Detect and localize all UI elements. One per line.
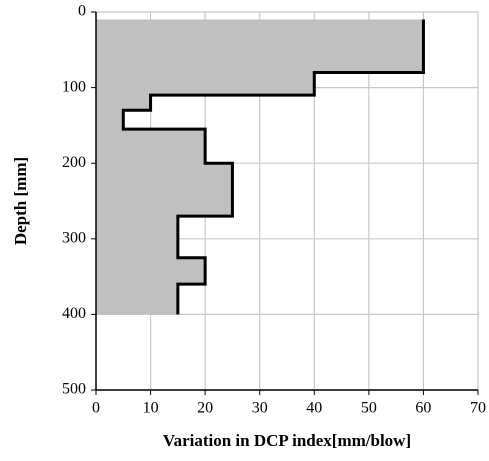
x-tick-label: 60 <box>415 400 431 417</box>
x-tick-label: 0 <box>92 400 100 417</box>
y-tick-label: 500 <box>62 381 86 398</box>
x-axis-label: Variation in DCP index[mm/blow] <box>163 431 411 450</box>
y-tick-label: 0 <box>78 3 86 20</box>
x-tick-label: 40 <box>306 400 322 417</box>
y-tick-label: 400 <box>62 305 86 322</box>
y-axis-label: Depth [mm] <box>11 157 30 245</box>
x-tick-label: 50 <box>361 400 377 417</box>
line <box>121 19 425 315</box>
y-tick-label: 100 <box>62 78 86 95</box>
y-tick-label: 300 <box>62 229 86 246</box>
x-tick-label: 20 <box>197 400 213 417</box>
x-tick-label: 30 <box>252 400 268 417</box>
y-tick-label: 200 <box>62 154 86 171</box>
x-tick-label: 70 <box>470 400 486 417</box>
x-tick-label: 10 <box>143 400 159 417</box>
